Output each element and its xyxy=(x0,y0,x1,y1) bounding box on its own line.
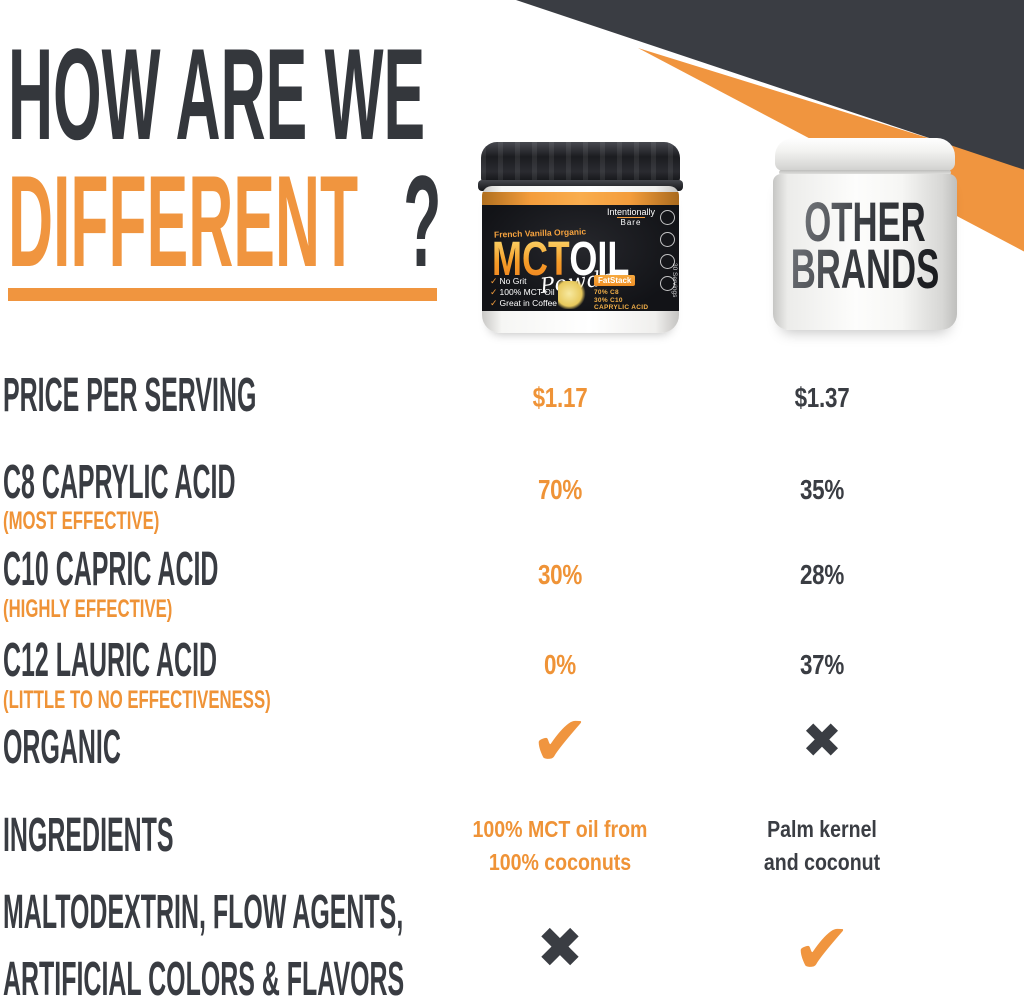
value-theirs-c12: 37% xyxy=(799,649,845,680)
label-bullet: ✓ Great in Coffee xyxy=(490,298,558,308)
row-sublabel-highly-effective: (HIGHLY EFFECTIVE) xyxy=(3,595,173,623)
row-label-c10-capric-acid: C10 CAPRIC ACID xyxy=(3,543,219,596)
value-theirs-c10: 28% xyxy=(799,559,845,590)
row-sublabel-little-effectiveness: (LITTLE TO NO EFFECTIVENESS) xyxy=(3,686,271,714)
row-sublabel-most-effective: (MOST EFFECTIVE) xyxy=(3,507,160,535)
check-icon: ✓ xyxy=(490,276,498,286)
cross-icon: ✖ xyxy=(801,715,843,768)
jar-body: OTHER BRANDS xyxy=(773,174,957,330)
value-ours-price: $1.17 xyxy=(532,382,588,413)
title-question-mark: ? xyxy=(403,148,442,294)
jar-lid xyxy=(775,138,955,171)
product-jar-other-brands: OTHER BRANDS xyxy=(773,138,957,330)
value-ours-c8: 70% xyxy=(537,474,583,505)
jar-lid-seam xyxy=(779,170,951,175)
row-label-c8-caprylic-acid: C8 CAPRYLIC ACID xyxy=(3,456,236,509)
row-label-price-per-serving: PRICE PER SERVING xyxy=(3,369,257,422)
label-orange-band xyxy=(482,192,679,205)
check-icon: ✓ xyxy=(490,287,498,297)
value-theirs-c8: 35% xyxy=(799,474,845,505)
fatstack-badge: FatStack xyxy=(594,275,636,286)
jar-lid xyxy=(481,142,680,184)
cross-icon: ✖ xyxy=(536,916,584,979)
row-label-organic: ORGANIC xyxy=(3,721,121,774)
title-underline-bar xyxy=(8,288,437,301)
check-icon: ✔ xyxy=(530,702,590,780)
brand-name-line2: Bare xyxy=(616,217,646,227)
vanilla-flower-decoration xyxy=(558,281,586,309)
certification-badge-icons xyxy=(660,210,675,291)
jar-body: Intentionally Bare French Vanilla Organi… xyxy=(482,186,679,333)
jar-lid-lip xyxy=(478,180,683,191)
check-icon: ✔ xyxy=(792,910,852,988)
label-bullet: ✓ 100% MCT Oil xyxy=(490,287,555,297)
other-brands-label: OTHER BRANDS xyxy=(790,190,940,300)
row-label-additives-line2: ARTIFICIAL COLORS & FLAVORS xyxy=(3,953,405,1006)
row-label-additives-line1: MALTODEXTRIN, FLOW AGENTS, xyxy=(3,886,404,939)
check-icon: ✓ xyxy=(490,298,498,308)
row-label-c12-lauric-acid: C12 LAURIC ACID xyxy=(3,634,218,687)
jar-label: Intentionally Bare French Vanilla Organi… xyxy=(482,205,679,311)
value-ours-c12: 0% xyxy=(544,649,576,680)
row-label-ingredients: INGREDIENTS xyxy=(3,809,174,862)
title-different-text: DIFFERENT xyxy=(8,148,359,294)
fatstack-badge-details: 70% C8 30% C10 CAPRYLIC ACID xyxy=(594,289,649,311)
product-jar-ours: Intentionally Bare French Vanilla Organi… xyxy=(478,142,683,333)
brand-logo: Intentionally Bare xyxy=(606,207,655,228)
value-ours-c10: 30% xyxy=(537,559,583,590)
value-theirs-ingredients: Palm kernel and coconut xyxy=(763,816,881,875)
page-title-line1: HOW ARE WE xyxy=(8,21,426,167)
brand-name-line1: Intentionally xyxy=(606,207,655,217)
value-theirs-price: $1.37 xyxy=(794,382,850,413)
value-ours-ingredients: 100% MCT oil from 100% coconuts xyxy=(472,816,648,875)
page-title-line2: DIFFERENT? xyxy=(8,156,441,286)
label-bullet: ✓ No Grit xyxy=(490,276,527,286)
product-name-mct: MCT xyxy=(492,233,570,286)
